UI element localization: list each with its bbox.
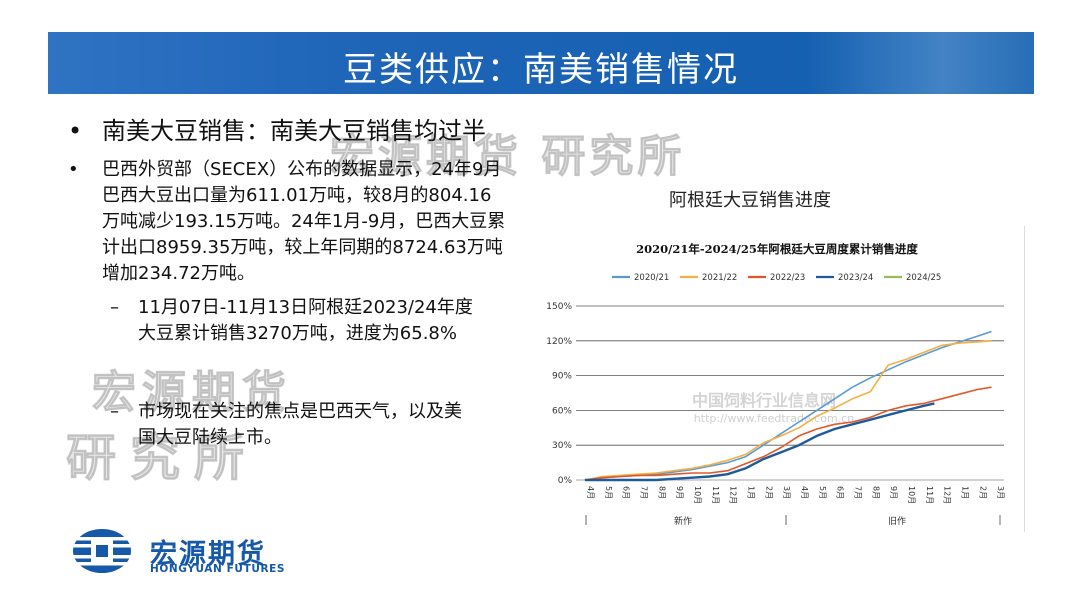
x-tick-label: 7月 xyxy=(853,486,862,499)
banner-highlight xyxy=(804,32,1034,94)
sub-bullet-text: 市场现在关注的焦点是巴西天气，以及美国大豆陆续上市。 xyxy=(138,401,462,448)
chart-title: 2020/21年-2024/25年阿根廷大豆周度累计销售进度 xyxy=(636,242,918,256)
legend-label: 2023/24 xyxy=(838,273,873,283)
series-line-2022-23 xyxy=(584,386,992,481)
bullet-item: • 南美大豆销售：南美大豆销售均过半 xyxy=(66,116,506,147)
logo-text-en: HONGYUAN FUTURES xyxy=(150,563,286,575)
series-line-2020-21 xyxy=(584,330,992,481)
x-tick-label: 12月 xyxy=(943,486,952,504)
page-title: 豆类供应：南美销售情况 xyxy=(343,50,739,90)
sub-bullet-marker: – xyxy=(110,297,119,318)
bullet-marker: • xyxy=(68,159,79,180)
legend-label: 2021/22 xyxy=(702,273,737,283)
x-group-label: 新作 xyxy=(674,515,692,527)
series-line-2023-24 xyxy=(584,402,935,482)
x-tick-label: 4月 xyxy=(586,486,595,499)
bullet-list: • 南美大豆销售：南美大豆销售均过半 • 巴西外贸部（SECEX）公布的数据显示… xyxy=(66,116,506,451)
x-tick-label: 1月 xyxy=(746,486,755,499)
chart-watermark-cn: 中国饲料行业信息网 xyxy=(692,391,836,410)
series-line-2021-22 xyxy=(584,340,992,481)
y-tick-label: 30% xyxy=(552,441,572,451)
x-tick-label: 6月 xyxy=(622,486,631,499)
x-tick-label: 1月 xyxy=(960,486,969,499)
x-tick-label: 3月 xyxy=(996,486,1005,499)
sales-progress-chart: 2020/21年-2024/25年阿根廷大豆周度累计销售进度 2020/21 202… xyxy=(546,242,1005,527)
logo-text-cn: 宏源期货 xyxy=(150,539,266,570)
legend-label: 2022/23 xyxy=(770,273,805,283)
chart-container: 2020/21年-2024/25年阿根廷大豆周度累计销售进度 2020/21 202… xyxy=(530,226,1025,532)
x-tick-label: 8月 xyxy=(871,486,880,499)
sub-bullet-item: – 11月07日-11月13日阿根廷2023/24年度大豆累计销售3270万吨，… xyxy=(66,295,478,347)
x-tick-label: 10月 xyxy=(693,486,702,504)
sub-bullet-text: 11月07日-11月13日阿根廷2023/24年度大豆累计销售3270万吨，进度… xyxy=(138,297,473,344)
x-tick-label: 7月 xyxy=(639,486,648,499)
chart-caption: 阿根廷大豆销售进度 xyxy=(669,190,831,211)
y-tick-label: 60% xyxy=(552,406,572,416)
x-tick-label: 3月 xyxy=(782,486,791,499)
x-tick-label: 10月 xyxy=(907,486,916,504)
bullet-item: • 巴西外贸部（SECEX）公布的数据显示，24年9月巴西大豆出口量为611.0… xyxy=(66,157,506,287)
title-banner: 豆类供应：南美销售情况 xyxy=(48,32,1034,94)
x-tick-label: 5月 xyxy=(604,486,613,499)
x-tick-label: 11月 xyxy=(711,486,720,504)
x-tick-label: 4月 xyxy=(800,486,809,499)
y-tick-label: 150% xyxy=(546,302,572,312)
x-tick-label: 12月 xyxy=(729,486,738,504)
x-tick-label: 8月 xyxy=(657,486,666,499)
sub-bullet-item: – 市场现在关注的焦点是巴西天气，以及美国大豆陆续上市。 xyxy=(66,399,478,451)
x-tick-label: 2月 xyxy=(978,486,987,499)
logo-mark-icon xyxy=(72,529,132,573)
y-tick-label: 90% xyxy=(552,372,572,382)
x-tick-label: 11月 xyxy=(925,486,934,504)
legend-label: 2024/25 xyxy=(906,273,941,283)
bullet-text: 南美大豆销售：南美大豆销售均过半 xyxy=(102,117,486,145)
x-tick-label: 9月 xyxy=(675,486,684,499)
x-tick-label: 5月 xyxy=(818,486,827,499)
chart-watermark-url: http://www.feedtrade.com.cn xyxy=(694,412,854,425)
x-tick-label: 9月 xyxy=(889,486,898,499)
legend-label: 2020/21 xyxy=(634,273,669,283)
x-tick-label: 6月 xyxy=(836,486,845,499)
x-tick-label: 2月 xyxy=(764,486,773,499)
y-tick-label: 120% xyxy=(546,337,572,347)
y-tick-label: 0% xyxy=(558,476,573,486)
company-logo: 宏源期货 HONGYUAN FUTURES xyxy=(72,528,312,576)
x-group-label: 旧作 xyxy=(888,515,906,527)
sub-bullet-marker: – xyxy=(110,401,119,422)
bullet-text: 巴西外贸部（SECEX）公布的数据显示，24年9月巴西大豆出口量为611.01万… xyxy=(102,159,506,284)
bullet-marker: • xyxy=(68,117,83,145)
